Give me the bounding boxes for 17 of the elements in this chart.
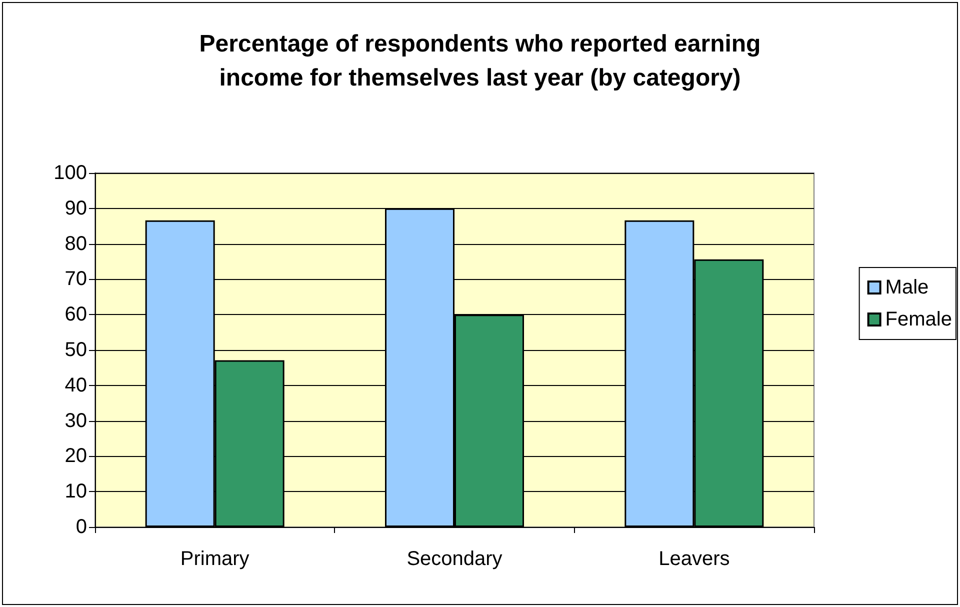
y-tick-label: 30 <box>64 410 87 432</box>
y-tick-label: 20 <box>64 445 87 468</box>
x-tick-label: Secondary <box>406 548 502 570</box>
y-tick-label: 40 <box>64 374 87 396</box>
y-tick-label: 70 <box>64 268 87 290</box>
y-tick-label: 60 <box>64 304 87 326</box>
y-tick-label: 10 <box>64 480 87 503</box>
chart-title: Percentage of respondents who reported earning income for themselves last year (by category) <box>199 30 761 92</box>
y-tick-label: 100 <box>54 162 87 184</box>
y-tick-label: 0 <box>76 516 87 538</box>
y-tick-label: 80 <box>64 232 87 255</box>
x-tick-label: Leavers <box>658 548 730 570</box>
legend-label: Female <box>885 308 952 330</box>
legend-label: Male <box>885 276 929 298</box>
y-tick-label: 50 <box>64 339 87 361</box>
x-tick-label: Primary <box>180 548 250 570</box>
y-tick-label: 90 <box>64 197 87 220</box>
